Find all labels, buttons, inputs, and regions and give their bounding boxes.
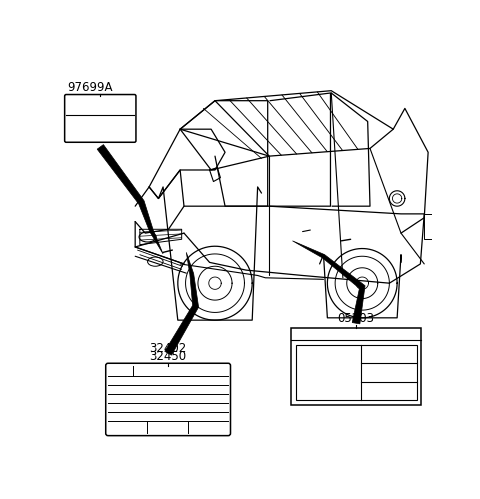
Bar [296, 345, 417, 400]
Polygon shape [165, 252, 199, 355]
Polygon shape [292, 241, 365, 324]
Bar [291, 328, 421, 405]
Bar [424, 214, 432, 239]
Text: 97699A: 97699A [67, 81, 112, 94]
Text: 32402: 32402 [149, 342, 187, 355]
Text: 05203: 05203 [337, 312, 374, 325]
Text: 32450: 32450 [150, 350, 187, 363]
Polygon shape [97, 145, 163, 254]
